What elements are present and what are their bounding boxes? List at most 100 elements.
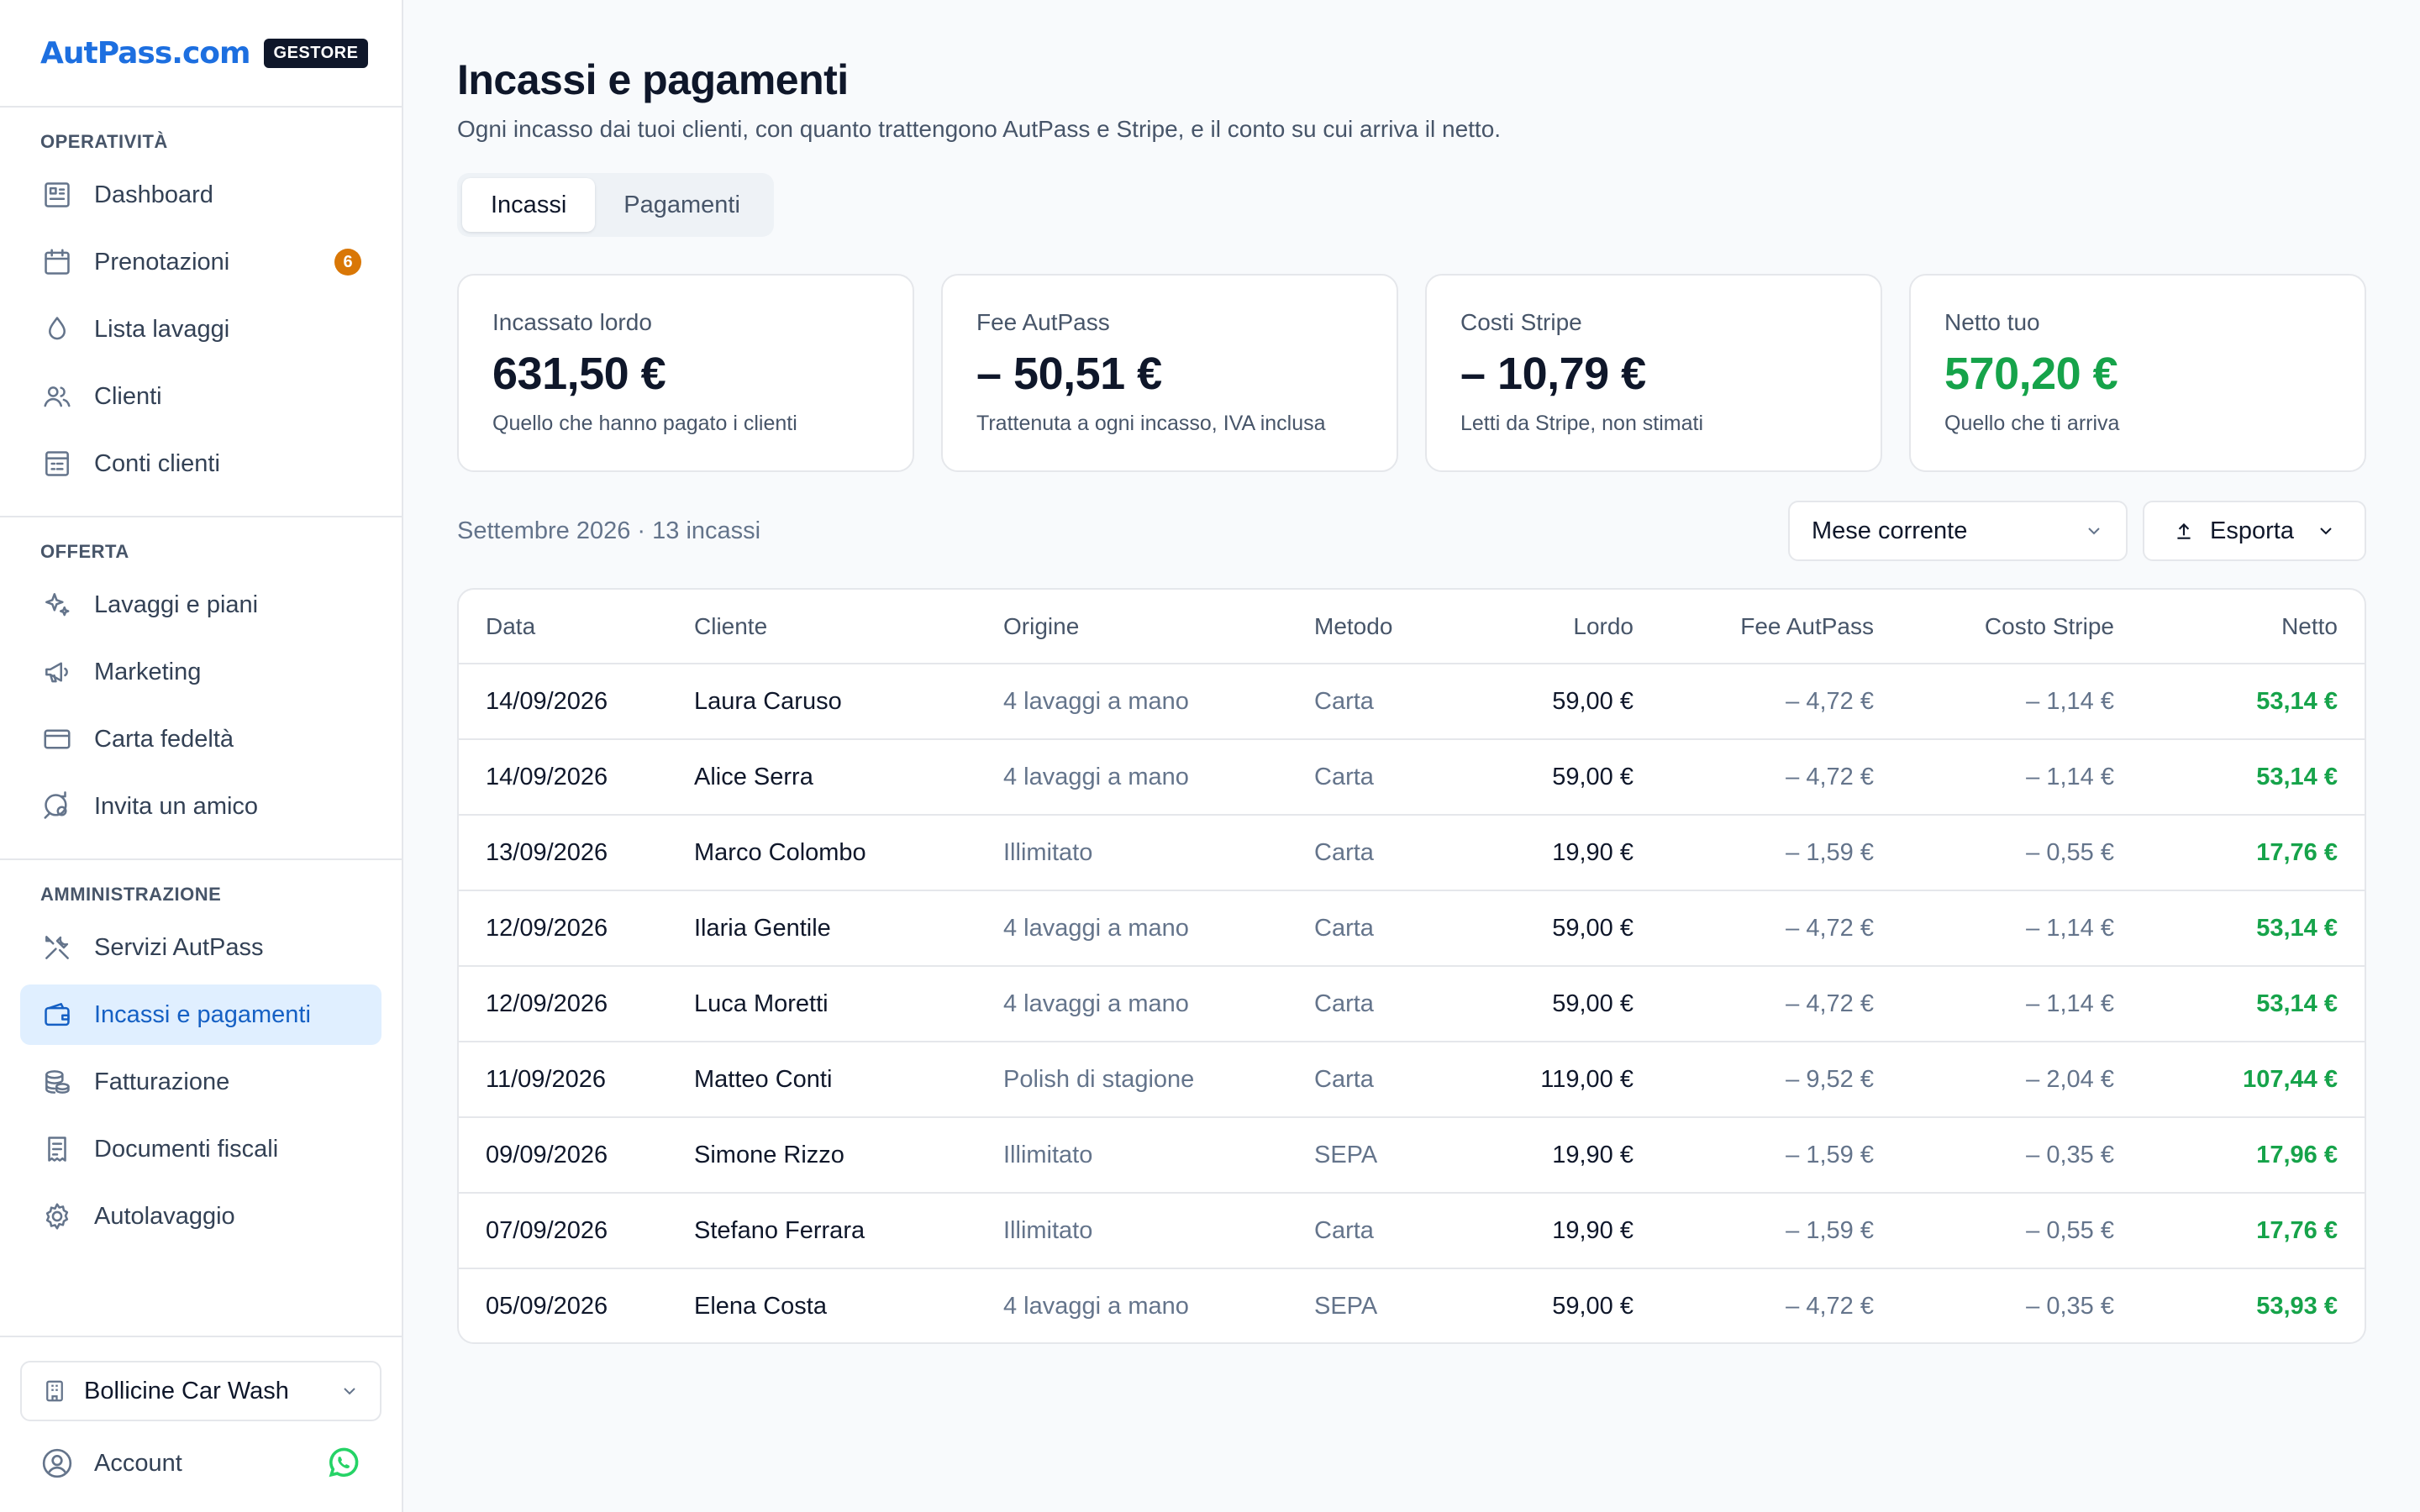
cell-net: 107,44 € [2114,1042,2365,1118]
sidebar-item-marketing[interactable]: Marketing [20,642,381,702]
cell-stripe: – 2,04 € [1874,1042,2114,1118]
upload-icon [2177,522,2191,539]
cell-stripe: – 0,35 € [1874,1117,2114,1194]
sidebar-item-lavaggi-e-piani[interactable]: Lavaggi e piani [20,575,381,635]
building-icon [46,1380,63,1402]
export-button[interactable]: Esporta [2143,501,2366,561]
card-label: Fee AutPass [976,309,1110,335]
cell-stripe: – 0,55 € [1874,1193,2114,1269]
col-header-net[interactable]: Netto [2114,590,2365,664]
sidebar-item-servizi-autpass[interactable]: Servizi AutPass [20,917,381,978]
cell-date: 09/09/2026 [459,1117,694,1194]
cell-client: Matteo Conti [694,1042,1003,1118]
cell-origin: 4 lavaggi a mano [1003,890,1314,967]
cell-fee: – 4,72 € [1634,739,1874,816]
tab-bar: Incassi Pagamenti [457,173,774,237]
sidebar-item-autolavaggio[interactable]: Autolavaggio [20,1186,381,1247]
sidebar-item-label: Servizi AutPass [94,933,264,961]
cell-client: Laura Caruso [694,664,1003,740]
col-header-client[interactable]: Cliente [694,590,1003,664]
cell-method: Carta [1314,890,1474,967]
cell-fee: – 4,72 € [1634,1268,1874,1342]
card-gross: Incassato lordo 631,50 € Quello che hann… [457,274,914,472]
cell-fee: – 4,72 € [1634,664,1874,740]
col-header-fee[interactable]: Fee AutPass [1634,590,1874,664]
sidebar-item-label: Clienti [94,382,162,410]
card-icon [40,722,74,756]
cell-gross: 19,90 € [1474,815,1634,891]
cell-client: Luca Moretti [694,966,1003,1042]
table-row[interactable]: 07/09/2026 Stefano Ferrara Illimitato Carta… [459,1193,2365,1269]
count-badge: 6 [334,249,361,276]
brand-logo[interactable]: AutPass.com [40,35,251,71]
sidebar-item-lista-lavaggi[interactable]: Lista lavaggi [20,299,381,360]
cell-date: 14/09/2026 [459,739,694,816]
sidebar-item-label: Carta fedeltà [94,725,234,753]
table-row[interactable]: 11/09/2026 Matteo Conti Polish di stagione… [459,1042,2365,1118]
cell-net: 17,96 € [2114,1117,2365,1194]
sidebar-item-prenotazioni[interactable]: Prenotazioni 6 [20,232,381,292]
sidebar-item-incassi-e-pagamenti[interactable]: Incassi e pagamenti [20,984,381,1045]
sidebar-item-label: Lavaggi e piani [94,591,259,618]
cell-origin: Illimitato [1003,815,1314,891]
cell-origin: 4 lavaggi a mano [1003,966,1314,1042]
cell-origin: 4 lavaggi a mano [1003,1268,1314,1342]
sidebar-item-fatturazione[interactable]: Fatturazione [20,1052,381,1112]
page-subtitle: Ogni incasso dai tuoi clienti, con quant… [457,116,1502,142]
sidebar-item-invita-un-amico[interactable]: Invita un amico [20,776,381,837]
coins-icon [40,1065,74,1099]
droplet-icon [40,312,74,346]
cell-origin: Polish di stagione [1003,1042,1314,1118]
sidebar-item-label: Invita un amico [94,792,259,820]
cell-client: Stefano Ferrara [694,1193,1003,1269]
sidebar-item-dashboard[interactable]: Dashboard [20,165,381,225]
cell-date: 14/09/2026 [459,664,694,740]
sidebar-item-clienti[interactable]: Clienti [20,366,381,427]
receipt-icon [40,1132,74,1166]
col-header-date[interactable]: Data [459,590,694,664]
whatsapp-icon[interactable] [324,1445,361,1482]
tab-incassi[interactable]: Incassi [462,178,596,232]
sidebar-item-label: Documenti fiscali [94,1135,279,1163]
nav-section: OPERATIVITÀ Dashboard Prenotazioni 6 Lista l… [0,108,402,517]
cell-origin: 4 lavaggi a mano [1003,739,1314,816]
col-header-stripe[interactable]: Costo Stripe [1874,590,2114,664]
dashboard-icon [40,178,74,212]
store-name: Bollicine Car Wash [84,1377,289,1404]
cell-stripe: – 0,55 € [1874,815,2114,891]
calendar-icon [40,245,74,279]
period-select[interactable]: Mese corrente [1788,501,2128,561]
sidebar-item-label: Lista lavaggi [94,315,230,343]
cell-date: 11/09/2026 [459,1042,694,1118]
tab-pagamenti[interactable]: Pagamenti [623,191,740,218]
nav-section-title: OPERATIVITÀ [40,131,168,152]
sidebar-item-label: Prenotazioni [94,248,230,276]
table-row[interactable]: 14/09/2026 Alice Serra 4 lavaggi a mano Car… [459,739,2365,816]
role-badge: GESTORE [263,38,369,68]
table-row[interactable]: 14/09/2026 Laura Caruso 4 lavaggi a mano Ca… [459,664,2365,740]
card-hint: Trattenuta a ogni incasso, IVA inclusa [976,412,1326,435]
col-header-gross[interactable]: Lordo [1474,590,1634,664]
account-link[interactable]: Account [20,1433,381,1494]
cell-stripe: – 1,14 € [1874,966,2114,1042]
store-selector[interactable]: Bollicine Car Wash [20,1361,381,1421]
cell-fee: – 1,59 € [1634,1117,1874,1194]
sidebar-item-carta-fedeltà[interactable]: Carta fedeltà [20,709,381,769]
ledger-icon [40,447,74,480]
table-row[interactable]: 12/09/2026 Luca Moretti 4 lavaggi a mano Ca… [459,966,2365,1042]
cell-method: Carta [1314,1042,1474,1118]
table-row[interactable]: 05/09/2026 Elena Costa 4 lavaggi a mano SEP… [459,1268,2365,1342]
col-header-method[interactable]: Metodo [1314,590,1474,664]
table-row[interactable]: 09/09/2026 Simone Rizzo Illimitato SEPA 19,9… [459,1117,2365,1194]
cell-gross: 59,00 € [1474,890,1634,967]
table-row[interactable]: 12/09/2026 Ilaria Gentile 4 lavaggi a mano… [459,890,2365,967]
period-select-value: Mese corrente [1812,517,1968,544]
sidebar-item-conti-clienti[interactable]: Conti clienti [20,433,381,494]
chevron-down-icon [344,1388,355,1395]
col-header-origin[interactable]: Origine [1003,590,1314,664]
sidebar-item-documenti-fiscali[interactable]: Documenti fiscali [20,1119,381,1179]
cell-net: 53,14 € [2114,739,2365,816]
table-row[interactable]: 13/09/2026 Marco Colombo Illimitato Carta 19… [459,815,2365,891]
cell-fee: – 4,72 € [1634,966,1874,1042]
gear-icon [40,1200,74,1233]
